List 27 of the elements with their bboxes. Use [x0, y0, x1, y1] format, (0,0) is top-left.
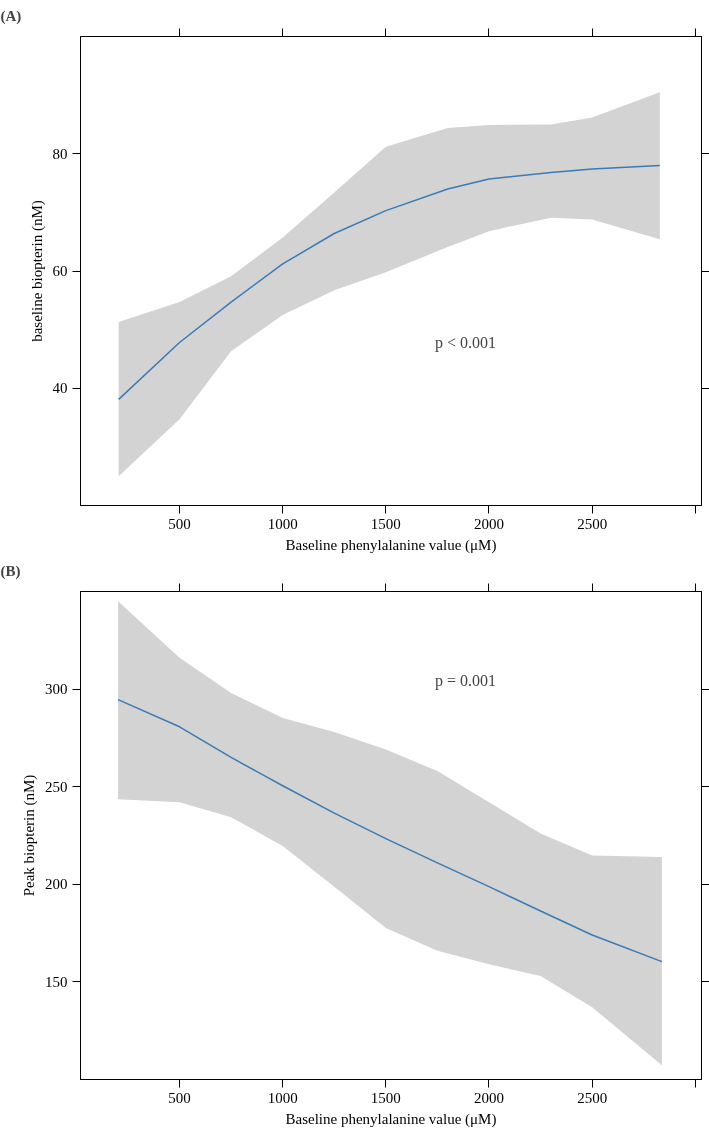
- y-tick-label: 40: [52, 380, 68, 397]
- x-tick-label: 2500: [577, 515, 608, 532]
- y-tick-label: 150: [45, 973, 68, 990]
- x-axis-title: Baseline phenylalanine value (μM): [285, 1110, 497, 1128]
- y-axis-title: baseline biopterin (nM): [28, 200, 46, 342]
- x-tick-label: 1500: [370, 1089, 401, 1106]
- y-tick-label: 300: [45, 681, 68, 698]
- x-tick-label: 1000: [267, 1089, 298, 1106]
- y-tick-label: 250: [45, 778, 68, 795]
- line-series: [117, 164, 661, 401]
- annotation: p < 0.001: [435, 333, 497, 352]
- x-tick-label: 2000: [474, 1089, 504, 1106]
- x-tick-label: 500: [168, 515, 191, 532]
- y-axis-title: Peak biopterin (nM): [21, 774, 38, 897]
- annotation: p = 0.001: [435, 672, 497, 691]
- chart-title: (A): [0, 7, 22, 25]
- y-tick-label: 80: [52, 145, 68, 162]
- line-series: [117, 698, 663, 963]
- y-tick-label: 60: [52, 263, 68, 279]
- x-tick-label: 2500: [577, 1089, 608, 1106]
- x-tick-label: 1000: [267, 515, 298, 532]
- chart-title: (B): [0, 562, 21, 580]
- x-tick-label: 2000: [474, 515, 504, 532]
- y-tick-label: 200: [45, 876, 68, 893]
- x-axis-title: Baseline phenylalanine value (μM): [285, 536, 497, 554]
- x-tick-label: 1500: [370, 515, 401, 532]
- x-tick-label: 500: [168, 1089, 191, 1106]
